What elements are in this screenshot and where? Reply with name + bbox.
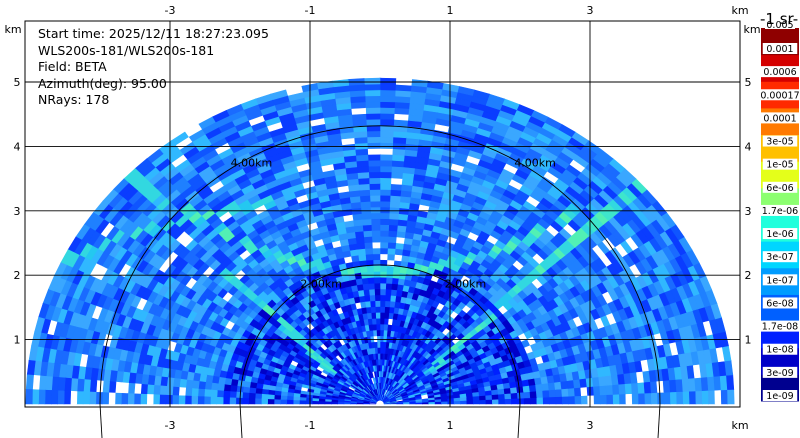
svg-text:6e-08: 6e-08 [766,298,793,309]
colorbar-top-label: 0.005 [765,20,795,31]
x-tick-bottom: -3 [165,419,176,432]
y-tick-left: 5 [14,76,21,89]
svg-text:3e-05: 3e-05 [766,137,793,148]
y-unit-right: km [743,23,760,36]
x-tick-top: 3 [587,4,594,17]
svg-text:1e-06: 1e-06 [766,229,793,240]
y-tick-right: 4 [745,140,752,153]
colorbar-label: 0.0001 [759,112,800,124]
x-tick-top: -1 [305,4,316,17]
svg-text:0.0001: 0.0001 [763,113,796,124]
instrument-text: WLS200s-181/WLS200s-181 [38,42,215,58]
range-ring-label-2-left: 4.00km [231,157,273,170]
svg-text:3e-09: 3e-09 [766,368,793,379]
svg-text:1e-05: 1e-05 [766,160,793,171]
svg-text:1.7e-08: 1.7e-08 [762,322,798,333]
y-tick-left: 2 [14,269,21,282]
y-tick-left: 3 [14,205,21,218]
azimuth-text: Azimuth(deg): 95.00 [38,75,167,91]
svg-text:0.001: 0.001 [766,44,793,55]
colorbar-label: 6e-06 [762,181,798,194]
x-unit-bottom: km [731,419,748,432]
range-ring-1 [239,264,521,405]
x-unit-top: km [731,4,748,17]
range-ring-label-1-right: 2.00km [445,277,487,290]
colorbar-label: 3e-09 [762,366,798,379]
x-tick-bottom: 3 [587,419,594,432]
y-tick-left: 4 [14,140,21,153]
svg-text:1.7e-06: 1.7e-06 [762,206,798,217]
colorbar-label: 1e-08 [762,343,798,356]
colorbar-label: 1.7e-08 [756,320,800,333]
svg-text:1e-07: 1e-07 [766,275,793,286]
svg-text:3e-07: 3e-07 [766,252,793,263]
y-unit-left: km [4,23,21,36]
colorbar: 1e-09 3e-09 1e-08 1.7e-08 6e-08 1e-07 3e-07 1e-… [756,20,800,402]
colorbar-label: 0.0006 [759,66,800,78]
colorbar-label: 6e-08 [762,297,798,309]
nrays-text: NRays: 178 [38,92,110,107]
svg-text:1e-08: 1e-08 [766,345,793,356]
colorbar-label: 0.00017 [756,89,800,101]
field-text: Field: BETA [38,59,107,74]
colorbar-label: 3e-07 [762,251,798,263]
colorbar-label: 1e-07 [762,274,798,286]
x-tick-bottom: 1 [447,419,454,432]
colorbar-label: 1.7e-06 [756,204,800,217]
colorbar-label: 1e-05 [762,158,798,171]
x-tick-bottom: -1 [305,419,316,432]
y-tick-right: 5 [745,76,752,89]
svg-text:6e-06: 6e-06 [766,183,793,194]
y-tick-right: 1 [745,334,752,347]
y-tick-left: 1 [14,334,21,347]
x-tick-top: 1 [447,4,454,17]
backscatter-field [25,77,735,405]
svg-text:0.00017: 0.00017 [760,90,799,101]
colorbar-label: 1e-06 [762,228,798,240]
y-tick-right: 3 [745,205,752,218]
svg-text:0.0006: 0.0006 [763,67,796,78]
plot-grid [24,20,741,408]
range-ring-2 [99,125,661,405]
x-tick-top: -3 [165,4,176,17]
range-ring-label-2-right: 4.00km [514,157,556,170]
colorbar-label: 0.001 [762,43,798,55]
colorbar-label: 1e-09 [762,390,798,402]
scan-info: Start time: 2025/12/11 18:27:23.095 WLS2… [38,26,269,109]
axis-ticks: -3 -3 -1 -1 1 1 3 3 1 1 2 2 3 3 4 4 5 5 km km km km [4,4,760,432]
start-time-text: Start time: 2025/12/11 18:27:23.095 [38,26,269,41]
colorbar-label: 3e-05 [762,135,798,148]
y-tick-right: 2 [745,269,752,282]
svg-text:1e-09: 1e-09 [766,391,793,402]
colorbar-title: -1 sr- [760,10,799,28]
range-ring-label-1-left: 2.00km [300,277,342,290]
range-rings: 2.00km 2.00km 4.00km 4.00km [99,125,661,438]
